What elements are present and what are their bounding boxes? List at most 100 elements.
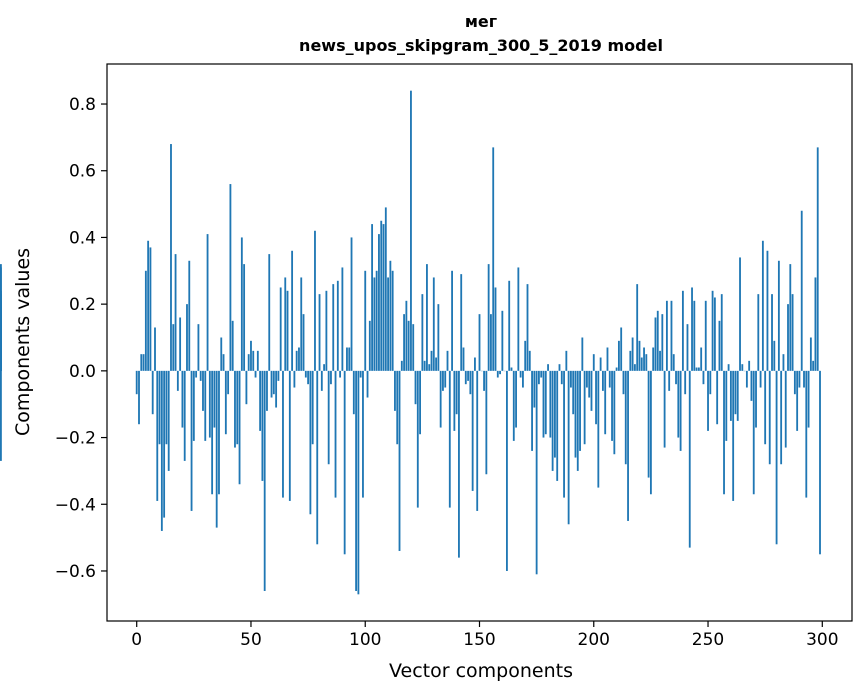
bar-component-162 (506, 371, 508, 571)
bar-component-178 (543, 371, 545, 438)
bar-component-187 (563, 371, 565, 498)
bar-component-90 (341, 267, 343, 370)
bar-component-192 (575, 371, 577, 458)
bar-component-58 (268, 254, 270, 371)
bar-component-275 (764, 371, 766, 444)
y-tick-label: −0.4 (55, 495, 96, 515)
bar-component-249 (705, 301, 707, 371)
bar-component-47 (243, 264, 245, 371)
bar-component-13 (166, 371, 168, 444)
bar-component-293 (805, 371, 807, 498)
bar-component-107 (380, 221, 382, 371)
bar-component-106 (378, 234, 380, 371)
bar-component-292 (803, 371, 805, 388)
bar-component-155 (490, 314, 492, 371)
bar-component-159 (499, 371, 501, 374)
bar-component-71 (298, 348, 300, 371)
y-tick-label: −0.2 (55, 429, 96, 449)
bar-component-127 (426, 264, 428, 371)
bar-component-261 (732, 371, 734, 501)
bar-component-31 (207, 234, 209, 371)
bar-component-199 (591, 371, 593, 411)
bar-component-188 (565, 351, 567, 371)
bar-component-170 (524, 341, 526, 371)
bar-component-131 (435, 358, 437, 371)
bar-component-269 (751, 371, 753, 401)
bar-component-27 (198, 324, 200, 371)
bar-component-156 (492, 147, 494, 370)
bar-component-150 (479, 314, 481, 371)
x-tick-label: 0 (131, 630, 142, 650)
bar-component-296 (812, 361, 814, 371)
bar-component-129 (431, 351, 433, 371)
bar-component-14 (168, 371, 170, 471)
bar-component-24 (191, 371, 193, 511)
bar-component-109 (385, 207, 387, 370)
bar-component-94 (351, 237, 353, 370)
bar-component-7 (152, 371, 154, 414)
bar-component-141 (458, 371, 460, 558)
bar-component-12 (163, 371, 165, 518)
bar-component-104 (373, 277, 375, 370)
bar-component-99 (362, 371, 364, 498)
bar-component-113 (394, 371, 396, 411)
bar-component-132 (437, 304, 439, 371)
bar-component-154 (488, 264, 490, 371)
bar-component-1 (138, 371, 140, 424)
bar-component-54 (259, 371, 261, 431)
bar-component-186 (561, 371, 563, 384)
y-tick-label: 0.2 (69, 295, 96, 315)
bar-component-217 (632, 338, 634, 371)
bar-component-179 (545, 371, 547, 434)
bar-component-68 (291, 251, 293, 371)
bar-component-278 (771, 294, 773, 371)
bar-component-260 (730, 371, 732, 421)
bar-component-208 (611, 371, 613, 441)
bar-component-62 (277, 371, 279, 381)
bar-component-235 (673, 354, 675, 371)
bar-component-119 (408, 321, 410, 371)
bar-component-207 (609, 371, 611, 388)
bar-component-3 (143, 354, 145, 371)
bar-component-78 (314, 231, 316, 371)
x-tick-label: 200 (578, 630, 610, 650)
bar-component-37 (220, 338, 222, 371)
bar-component-175 (536, 371, 538, 574)
bar-component-116 (401, 361, 403, 371)
bar-component-93 (348, 348, 350, 371)
y-axis-ticks: −0.6−0.4−0.20.00.20.40.60.8 (55, 95, 107, 582)
bar-component-221 (641, 358, 643, 371)
bar-component-108 (383, 224, 385, 371)
bar-component-80 (319, 294, 321, 371)
bar-component-288 (794, 371, 796, 394)
bar-component-197 (586, 371, 588, 388)
bar-component-135 (444, 371, 446, 388)
bar-component-211 (618, 341, 620, 371)
bar-component-239 (682, 291, 684, 371)
bar-component-219 (636, 284, 638, 371)
bar-component-44 (236, 371, 238, 444)
bar-component-281 (778, 261, 780, 371)
bar-component-26 (195, 371, 197, 378)
bar-component-128 (428, 364, 430, 371)
bar-component-218 (634, 364, 636, 371)
bar-component-76 (309, 371, 311, 514)
bar-component-171 (527, 284, 529, 371)
bar-component-48 (245, 371, 247, 404)
bar-component-210 (616, 368, 618, 371)
bar-component-285 (787, 304, 789, 371)
bar-component-30 (204, 371, 206, 441)
bar-component-101 (367, 371, 369, 398)
bar-component-185 (559, 364, 561, 371)
bar-component-79 (316, 371, 318, 544)
bar-component-169 (522, 371, 524, 388)
bar-component-257 (723, 371, 725, 494)
bar-component-190 (570, 371, 572, 388)
bar-component-91 (344, 371, 346, 554)
bar-component-41 (229, 184, 231, 371)
chart-title-line-2: news_upos_skipgram_300_5_2019 model (299, 36, 663, 55)
bar-component-105 (376, 271, 378, 371)
bar-component-182 (552, 371, 554, 471)
bar-component-160 (501, 311, 503, 371)
bar-component-220 (639, 341, 641, 371)
